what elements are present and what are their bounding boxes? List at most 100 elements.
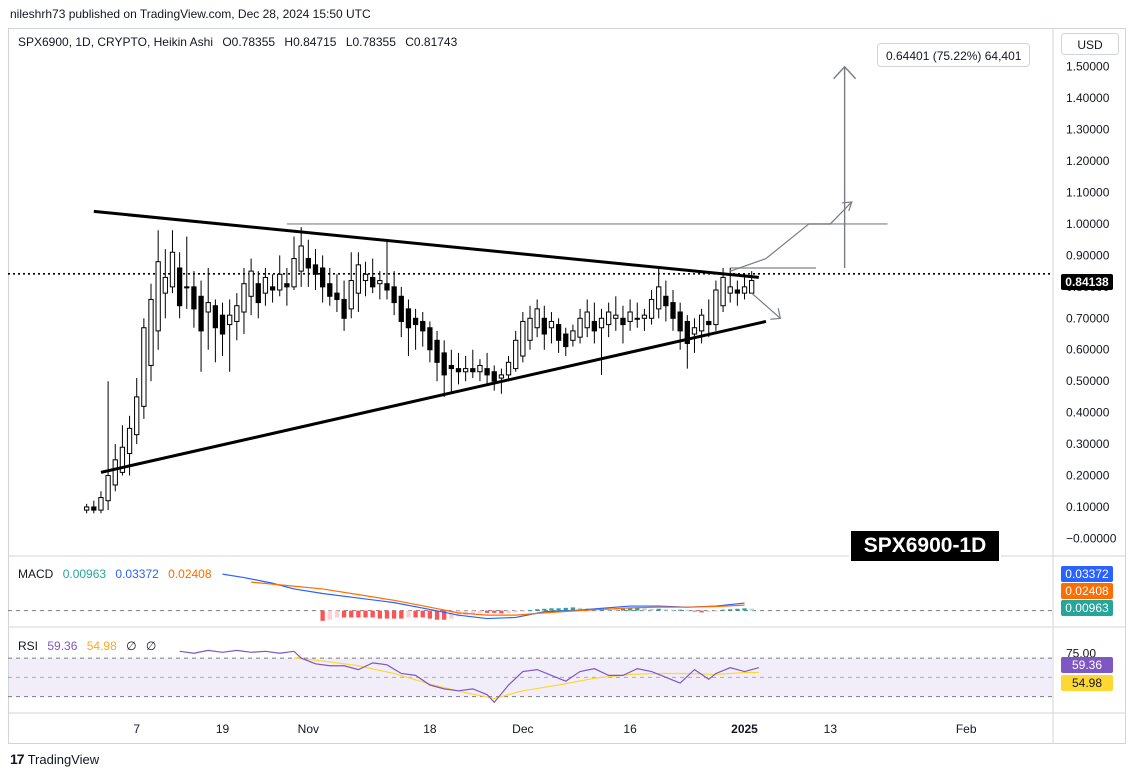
candle-body [405,308,412,329]
candle [427,321,433,363]
candle [219,302,226,357]
low-label: L [345,35,353,49]
candle [255,271,261,319]
candle [513,330,519,372]
candle [706,299,712,338]
candle [176,252,183,319]
candle-body [513,339,519,370]
y-tick-label: −0.00000 [1066,531,1117,545]
candle [484,352,490,385]
candle [355,252,362,313]
candle-body [162,276,168,294]
macd-histogram-bar [320,610,325,621]
candle [284,267,290,306]
candle [384,239,390,300]
candle-body [319,267,326,288]
last-price-badge: 0.84138 [1061,274,1113,290]
macd-histogram-bar [713,610,719,612]
macd-histogram-bar [363,610,368,618]
candle [205,267,211,350]
x-tick-label: 18 [423,722,437,736]
candle [370,258,376,294]
brand-name: TradingView [27,751,100,767]
candle-body [670,302,676,319]
macd-histogram-bar [399,610,404,619]
candle [648,290,655,325]
projection-down-arrowhead [770,308,781,320]
macd-histogram-bar [728,609,733,611]
candle-body [219,314,226,335]
candle-body [212,305,219,329]
candle [684,315,690,369]
candle-body [441,352,447,376]
currency-button[interactable]: USD [1061,33,1119,55]
projection-up-path [730,201,853,272]
macd-histogram-bar [699,610,704,613]
candle [741,277,748,300]
candle-body [348,280,354,310]
candle [520,312,526,363]
candle-body [298,245,304,272]
candle-body [277,273,283,291]
candle [584,299,590,338]
candle-body [105,475,111,502]
candle-body [620,317,626,326]
y-tick-label: 1.40000 [1066,91,1110,105]
macd-histogram-bar [549,608,554,611]
candle-body [191,286,197,310]
candle-body [691,327,698,335]
candle [412,308,419,350]
macd-histogram-bar [706,610,711,612]
macd-histogram-bar [649,608,654,611]
y-tick-label: 1.20000 [1066,154,1110,168]
candle-body [741,286,748,294]
candle [563,327,569,357]
y-tick-label: 0.40000 [1066,406,1110,420]
macd-histogram-bar [520,610,525,612]
candle [627,299,633,331]
candle-body [412,317,419,326]
candle [277,255,283,297]
macd-histogram-bar [678,609,683,611]
candle [477,359,483,382]
candle [598,308,605,375]
macd-histogram-bar [663,609,669,611]
symbol-title[interactable]: SPX6900, 1D, CRYPTO, Heikin Ashi [18,35,213,49]
signal-badge: 0.02408 [1061,583,1113,599]
candle [341,280,347,331]
candle-body [141,327,147,407]
candle-body [391,286,397,304]
candle [312,249,319,290]
candle [148,283,154,382]
candle-body [384,283,390,291]
macd-histogram-bar [499,610,504,614]
candle-body [269,286,276,291]
candle [84,503,90,514]
macd-histogram-bar [406,610,411,618]
candle [656,267,662,319]
candle [405,299,412,357]
candle-body [334,292,340,300]
macd-name[interactable]: MACD [18,567,54,581]
rsi-name[interactable]: RSI [18,639,39,653]
rsi-line [179,649,759,704]
macd-histogram-bar [742,608,747,611]
macd-histogram-bar [670,609,676,611]
footer-brand[interactable]: 17 TradingView [10,751,99,767]
macd-histogram-bar [556,608,561,611]
candle-body [205,302,211,313]
candle [334,274,340,313]
rsi-tick-label: 75.00 [1066,646,1096,660]
chart-frame [8,28,1126,744]
candle-body [362,273,369,282]
candle [155,230,161,350]
candle [391,271,397,316]
y-tick-label: 0.70000 [1066,311,1110,325]
macd-histogram-bar [377,610,382,619]
candle [398,286,404,338]
candle-body [227,314,233,326]
candle [348,252,354,319]
candle [234,293,240,341]
candle-body [548,320,555,329]
candle-body [134,396,140,436]
